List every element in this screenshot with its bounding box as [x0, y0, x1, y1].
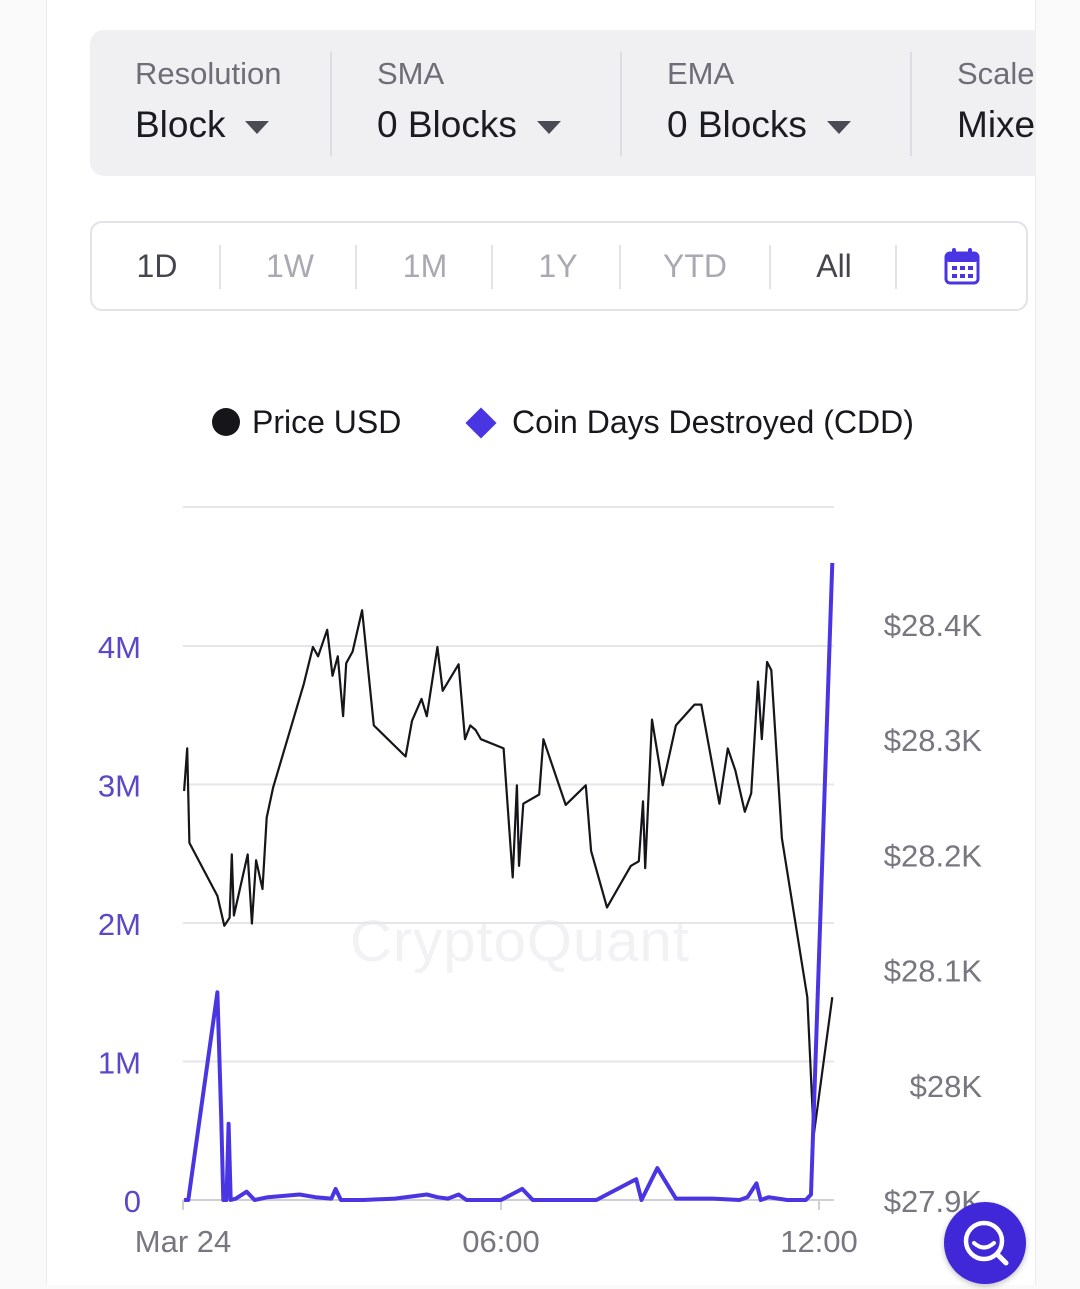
right-axis-tick-label: $28.3K [884, 723, 983, 758]
right-axis-tick-label: $28.2K [884, 838, 983, 873]
circle-marker-icon [212, 408, 240, 436]
left-axis-tick-label: 3M [98, 769, 141, 804]
sma-label: SMA [377, 56, 445, 91]
caret-down-icon [826, 120, 851, 134]
range-1d-button[interactable]: 1D [136, 248, 178, 284]
scale-value: Mixe [957, 104, 1036, 145]
search-button[interactable] [944, 1202, 1026, 1284]
left-axis-tick-label: 1M [98, 1046, 141, 1081]
sma-value: 0 Blocks [377, 104, 517, 145]
range-ytd-button[interactable]: YTD [663, 248, 727, 284]
x-axis-tick-label: 12:00 [780, 1224, 858, 1259]
ema-dropdown[interactable]: EMA 0 Blocks [622, 30, 851, 176]
scale-label: Scale [957, 56, 1035, 91]
price-usd-line [183, 609, 834, 1137]
legend-price-label: Price USD [252, 404, 402, 440]
x-axis-tick-label: 06:00 [462, 1224, 540, 1259]
caret-down-icon [536, 120, 561, 134]
time-range-selector: 1D 1W 1M 1Y YTD All [90, 221, 1028, 311]
sma-dropdown[interactable]: SMA 0 Blocks [332, 30, 561, 176]
range-divider [769, 245, 771, 289]
legend-item-cdd[interactable]: Coin Days Destroyed (CDD) [465, 404, 914, 450]
range-divider [219, 245, 221, 289]
left-axis-tick-label: 2M [98, 907, 141, 942]
search-icon [963, 1220, 1009, 1266]
left-axis-tick-label: 4M [98, 630, 141, 665]
caret-down-icon [245, 120, 270, 134]
right-axis-tick-label: $28.4K [884, 608, 983, 643]
ema-value: 0 Blocks [667, 104, 807, 145]
legend-item-price[interactable]: Price USD [212, 404, 401, 450]
x-axis-tick-label: Mar 24 [135, 1224, 231, 1259]
options-divider [620, 52, 622, 156]
range-1y-button[interactable]: 1Y [538, 248, 578, 284]
range-1m-button[interactable]: 1M [402, 248, 448, 284]
calendar-icon[interactable] [944, 247, 980, 285]
range-divider [355, 245, 357, 289]
right-axis-tick-label: $28K [910, 1069, 983, 1104]
ema-label: EMA [667, 56, 735, 91]
range-divider [491, 245, 493, 289]
resolution-label: Resolution [135, 56, 282, 91]
chart-options-bar: Resolution Block SMA 0 Blocks EMA 0 Bloc… [90, 30, 1036, 176]
range-1w-button[interactable]: 1W [266, 248, 314, 284]
scale-dropdown[interactable]: Scale Mixe [912, 30, 1035, 176]
range-all-button[interactable]: All [816, 248, 852, 284]
resolution-value: Block [135, 104, 226, 145]
range-divider [619, 245, 621, 289]
watermark: CryptoQuant [350, 909, 690, 974]
resolution-dropdown[interactable]: Resolution Block [90, 30, 281, 176]
options-divider [910, 52, 912, 156]
options-divider [330, 52, 332, 156]
range-divider [895, 245, 897, 289]
legend-cdd-label: Coin Days Destroyed (CDD) [512, 404, 914, 440]
page-card [46, 0, 1036, 1285]
left-axis-tick-label: 0 [124, 1184, 141, 1219]
right-axis-tick-label: $28.1K [884, 954, 983, 989]
cdd-line [184, 562, 835, 1202]
